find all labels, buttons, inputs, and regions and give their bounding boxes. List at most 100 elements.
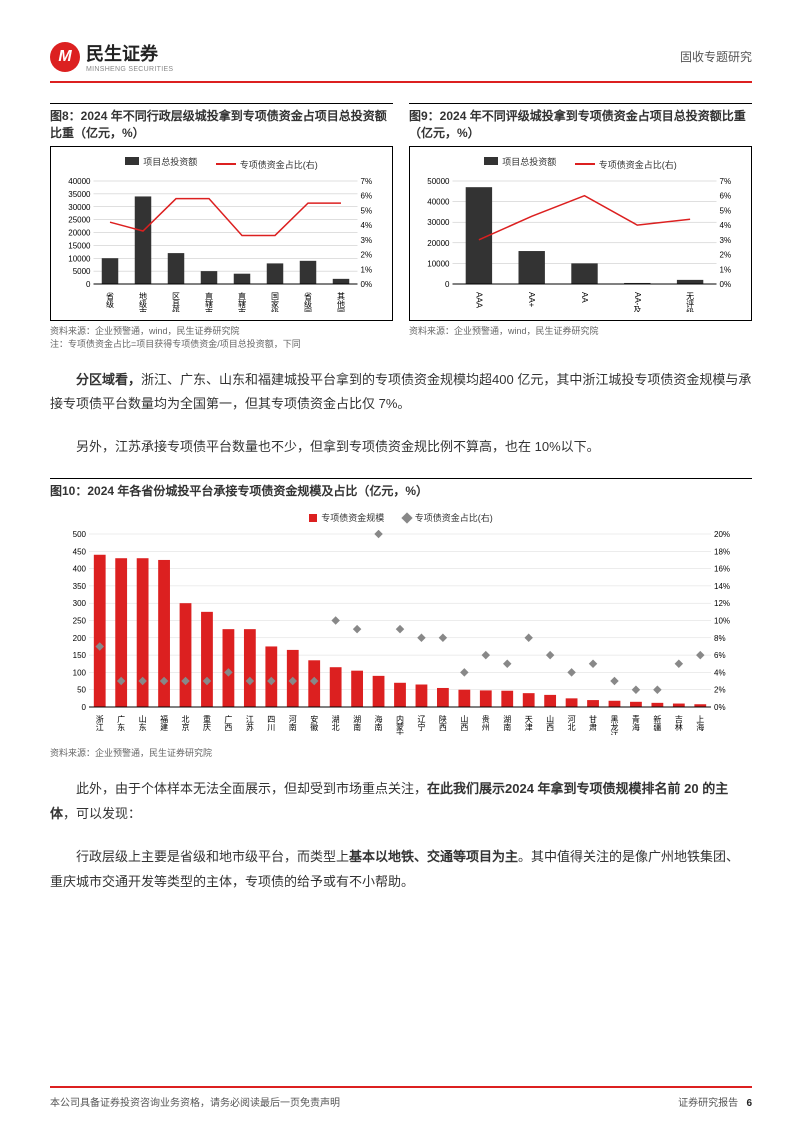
- svg-text:200: 200: [73, 634, 87, 643]
- svg-text:海南: 海南: [374, 714, 383, 731]
- svg-text:广东: 广东: [117, 714, 126, 731]
- svg-text:30000: 30000: [68, 202, 91, 211]
- chart10-block: 图10：2024 年各省份城投平台承接专项债资金规模及占比（亿元，%） 专项债资…: [50, 478, 752, 760]
- chart10-source: 资料来源：企业预警通，民生证券研究院: [50, 743, 752, 759]
- svg-text:7%: 7%: [720, 177, 732, 186]
- svg-text:18%: 18%: [714, 548, 730, 557]
- svg-text:500: 500: [73, 530, 87, 539]
- svg-text:福建: 福建: [160, 715, 169, 732]
- svg-text:AA-及以下: AA-及以下: [633, 292, 642, 312]
- chart8-source: 资料来源：企业预警通，wind，民生证券研究院: [50, 321, 393, 337]
- svg-text:14%: 14%: [714, 582, 730, 591]
- svg-text:地级市: 地级市: [139, 291, 148, 312]
- svg-text:国家级园区: 国家级园区: [271, 292, 280, 312]
- logo-icon: M: [50, 42, 80, 72]
- page-header: M 民生证券 MINSHENG SECURITIES 固收专题研究: [50, 40, 752, 83]
- svg-text:辽宁: 辽宁: [417, 715, 426, 731]
- svg-text:3%: 3%: [361, 235, 373, 244]
- svg-text:直辖市: 直辖市: [205, 291, 214, 312]
- chart10-svg: 0501001502002503003504004505000%2%4%6%8%…: [56, 530, 746, 735]
- chart8-note: 注：专项债资金占比=项目获得专项债资金/项目总投资额，下同: [50, 337, 393, 350]
- svg-text:10%: 10%: [714, 617, 730, 626]
- svg-text:10000: 10000: [68, 254, 91, 263]
- svg-text:湖北: 湖北: [331, 715, 340, 732]
- footer-report-type: 证券研究报告: [678, 1098, 738, 1109]
- svg-text:湖南: 湖南: [503, 715, 512, 731]
- svg-text:0%: 0%: [714, 703, 726, 712]
- svg-text:50: 50: [77, 686, 86, 695]
- svg-text:黑龙江: 黑龙江: [610, 715, 619, 735]
- doc-type: 固收专题研究: [680, 48, 752, 65]
- chart9-source: 资料来源：企业预警通，wind，民生证券研究院: [409, 321, 752, 337]
- svg-text:省级: 省级: [106, 291, 115, 309]
- chart8-svg: 0500010000150002000025000300003500040000…: [57, 177, 386, 312]
- svg-text:区县级: 区县级: [172, 292, 181, 312]
- svg-text:5%: 5%: [720, 206, 732, 215]
- svg-text:10000: 10000: [427, 259, 450, 268]
- chart8-legend-bar: 项目总投资额: [143, 155, 197, 168]
- chart9-block: 图9：2024 年不同评级城投拿到专项债资金占项目总投资额比重（亿元，%） 项目…: [409, 103, 752, 350]
- svg-text:3%: 3%: [720, 235, 732, 244]
- svg-text:1%: 1%: [361, 265, 373, 274]
- svg-text:贵州: 贵州: [481, 714, 490, 731]
- svg-text:直辖市区: 直辖市区: [238, 291, 247, 312]
- svg-text:江苏: 江苏: [245, 715, 254, 732]
- svg-text:2%: 2%: [361, 250, 373, 259]
- paragraph-3: 此外，由于个体样本无法全面展示，但却受到市场重点关注，在此我们展示2024 年拿…: [50, 777, 752, 826]
- svg-text:其他园区: 其他园区: [337, 292, 346, 312]
- svg-text:0: 0: [86, 280, 91, 289]
- svg-text:2%: 2%: [720, 250, 732, 259]
- svg-text:16%: 16%: [714, 565, 730, 574]
- svg-text:4%: 4%: [720, 221, 732, 230]
- svg-text:AA+: AA+: [527, 292, 536, 308]
- svg-text:重庆: 重庆: [202, 714, 211, 732]
- svg-text:30000: 30000: [427, 218, 450, 227]
- svg-text:北京: 北京: [181, 715, 190, 732]
- svg-text:4%: 4%: [714, 669, 726, 678]
- svg-text:河南: 河南: [288, 714, 297, 731]
- svg-text:250: 250: [73, 617, 87, 626]
- chart8-title: 图8：2024 年不同行政层级城投拿到专项债资金占项目总投资额比重（亿元，%）: [50, 104, 393, 146]
- brand-en: MINSHENG SECURITIES: [86, 66, 173, 73]
- chart10-legend-scatter: 专项债资金占比(右): [415, 511, 493, 524]
- svg-text:450: 450: [73, 548, 87, 557]
- chart8-legend-line: 专项债资金占比(右): [240, 158, 318, 171]
- svg-text:1%: 1%: [720, 265, 732, 274]
- svg-text:青海: 青海: [631, 714, 640, 732]
- svg-text:25000: 25000: [68, 215, 91, 224]
- chart10-box: 专项债资金规模 专项债资金占比(右) 050100150200250300350…: [50, 503, 752, 743]
- paragraph-1: 分区域看，浙江、广东、山东和福建城投平台拿到的专项债资金规模均超400 亿元，其…: [50, 368, 752, 417]
- chart9-legend-bar: 项目总投资额: [502, 155, 556, 168]
- svg-text:2%: 2%: [714, 686, 726, 695]
- svg-text:6%: 6%: [720, 191, 732, 200]
- chart10-legend-bar: 专项债资金规模: [321, 511, 384, 524]
- svg-text:20000: 20000: [68, 228, 91, 237]
- svg-text:天津: 天津: [524, 715, 533, 732]
- brand-cn: 民生证券: [86, 40, 173, 66]
- svg-text:吉林: 吉林: [674, 715, 683, 732]
- brand-logo: M 民生证券 MINSHENG SECURITIES: [50, 40, 173, 73]
- page-footer: 本公司具备证券投资咨询业务资格，请务必阅读最后一页免责声明 证券研究报告 6: [50, 1086, 752, 1109]
- svg-text:15000: 15000: [68, 241, 91, 250]
- svg-text:50000: 50000: [427, 177, 450, 186]
- chart9-title: 图9：2024 年不同评级城投拿到专项债资金占项目总投资额比重（亿元，%）: [409, 104, 752, 146]
- chart8-block: 图8：2024 年不同行政层级城投拿到专项债资金占项目总投资额比重（亿元，%） …: [50, 103, 393, 350]
- svg-text:8%: 8%: [714, 634, 726, 643]
- svg-text:0%: 0%: [720, 280, 732, 289]
- svg-text:省级园区: 省级园区: [304, 291, 313, 312]
- svg-text:内蒙古: 内蒙古: [396, 714, 405, 735]
- svg-text:AAA: AAA: [474, 292, 483, 309]
- paragraph-2: 另外，江苏承接专项债平台数量也不少，但拿到专项债资金规比例不算高，也在 10%以…: [50, 435, 752, 460]
- chart8-box: 项目总投资额 专项债资金占比(右) 0500010000150002000025…: [50, 146, 393, 321]
- svg-text:150: 150: [73, 652, 87, 661]
- svg-text:山西: 山西: [460, 714, 469, 732]
- svg-text:300: 300: [73, 600, 87, 609]
- svg-text:40000: 40000: [68, 177, 91, 186]
- svg-text:35000: 35000: [68, 189, 91, 198]
- svg-text:100: 100: [73, 669, 87, 678]
- svg-text:AA: AA: [580, 292, 589, 303]
- svg-text:河北: 河北: [567, 714, 576, 732]
- svg-text:40000: 40000: [427, 197, 450, 206]
- svg-text:湖南: 湖南: [353, 715, 362, 731]
- chart10-title: 图10：2024 年各省份城投平台承接专项债资金规模及占比（亿元，%）: [50, 479, 752, 504]
